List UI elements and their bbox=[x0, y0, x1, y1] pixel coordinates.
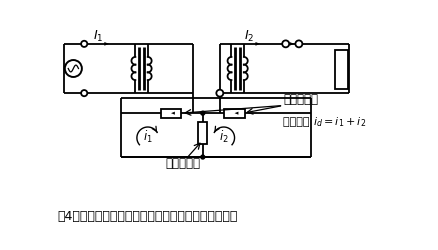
Circle shape bbox=[81, 90, 87, 96]
Text: $i_d = i_1 + i_2$: $i_d = i_1 + i_2$ bbox=[313, 116, 366, 129]
Text: ・差電流: ・差電流 bbox=[283, 118, 317, 128]
Bar bbox=[161, 109, 181, 118]
Circle shape bbox=[216, 90, 223, 96]
Bar bbox=[336, 50, 348, 88]
Bar bbox=[198, 122, 208, 144]
Polygon shape bbox=[171, 112, 175, 115]
Bar bbox=[224, 109, 245, 118]
Circle shape bbox=[65, 60, 82, 77]
Circle shape bbox=[81, 41, 87, 47]
Text: $I_1$: $I_1$ bbox=[93, 30, 103, 44]
Polygon shape bbox=[235, 112, 238, 115]
Text: 第4図　動作コイル、抑制コイル電流（原理説明用）: 第4図 動作コイル、抑制コイル電流（原理説明用） bbox=[58, 210, 238, 223]
Text: 動作コイル: 動作コイル bbox=[166, 157, 201, 170]
Circle shape bbox=[201, 111, 205, 115]
Circle shape bbox=[295, 40, 302, 47]
Text: $I_2$: $I_2$ bbox=[244, 30, 254, 44]
Circle shape bbox=[282, 40, 289, 47]
Polygon shape bbox=[104, 42, 109, 46]
Text: 抑制コイル: 抑制コイル bbox=[283, 93, 318, 106]
Polygon shape bbox=[290, 42, 294, 46]
Text: $i_2$: $i_2$ bbox=[219, 129, 229, 145]
Text: $i_1$: $i_1$ bbox=[143, 129, 152, 145]
Circle shape bbox=[201, 155, 205, 159]
Polygon shape bbox=[255, 42, 260, 46]
